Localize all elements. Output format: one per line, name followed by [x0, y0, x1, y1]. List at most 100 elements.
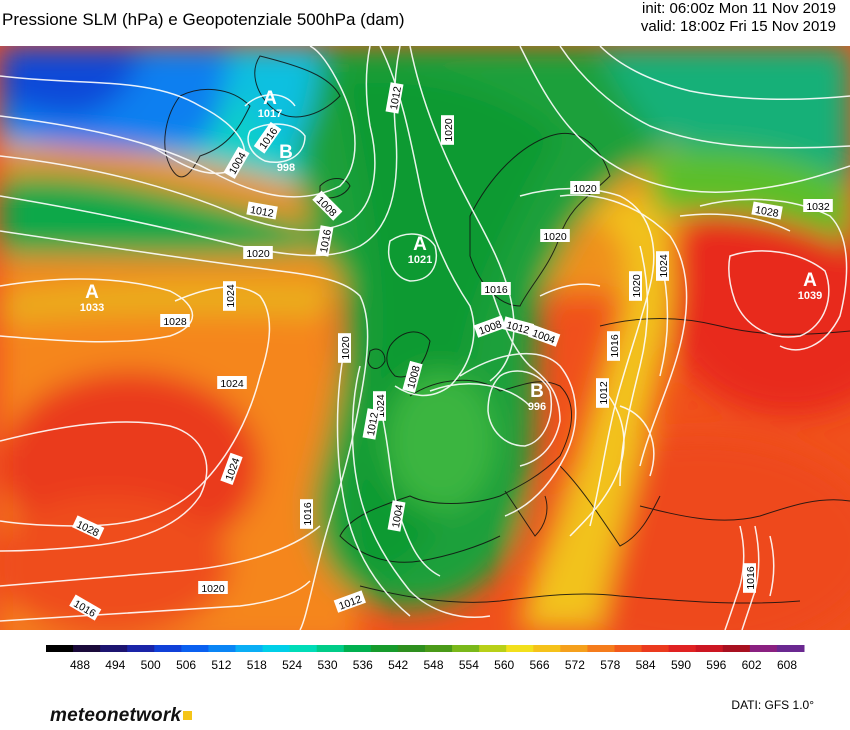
isobar-label-text: 1012	[365, 411, 381, 436]
isobar-label-box	[502, 316, 535, 337]
isobar-label: 1012	[502, 316, 535, 337]
isobar-label-box	[246, 201, 278, 220]
colorbar-label: 518	[247, 658, 267, 672]
isobar-label-box	[72, 515, 105, 540]
isobar-label-text: 1032	[806, 201, 830, 213]
isobar-label-text: 1012	[388, 85, 404, 110]
isobar-label-text: 1028	[754, 204, 779, 220]
isobar-label-box	[570, 181, 600, 194]
colorbar-label: 566	[529, 658, 549, 672]
colorbar-swatch	[614, 645, 643, 652]
colorbar-label: 506	[176, 658, 196, 672]
isobar-label-box	[312, 190, 343, 221]
colorbar-swatch	[452, 645, 480, 652]
isobar-label-box	[607, 331, 620, 361]
colorbar-label: 542	[388, 658, 408, 672]
colorbar-swatch	[343, 645, 372, 652]
colorbar-swatch	[46, 645, 74, 652]
colorbar: 488 494 500 506 512 518 524 530 536 542 548 554 560 5…	[46, 645, 805, 672]
colorbar-swatch	[73, 645, 101, 652]
isobar-label-box	[385, 82, 404, 114]
isobar-label: 1020	[198, 581, 228, 595]
isobar-label-box	[69, 594, 102, 621]
isobar-label: 1016	[607, 331, 621, 361]
isobar-label: 1020	[441, 115, 455, 145]
centre-value: 996	[528, 401, 546, 413]
isobar-label-box	[481, 282, 511, 295]
isobar-label: 1008	[402, 360, 423, 393]
isobar-label: 1012	[596, 378, 610, 408]
colorbar-swatch	[776, 645, 805, 652]
isobar-label-box	[743, 563, 756, 593]
colorbar-swatch	[479, 645, 507, 652]
colorbar-label: 512	[211, 658, 231, 672]
isobar-label-box	[528, 324, 561, 347]
isobar-label: 1020	[540, 229, 570, 243]
isobar-label-box	[473, 315, 506, 338]
centre-letter: A	[803, 270, 817, 291]
isobar-label: 1012	[246, 201, 278, 220]
isobar-label-text: 1020	[573, 183, 597, 195]
centre-value: 1033	[80, 302, 104, 314]
isobar-label: 1028	[751, 201, 783, 220]
isobar-label-box	[223, 146, 250, 179]
colorbar-swatch	[181, 645, 209, 652]
map-title: Pressione SLM (hPa) e Geopotenziale 500h…	[2, 10, 405, 29]
colorbar-swatch	[397, 645, 426, 652]
colorbar-label: 548	[423, 658, 443, 672]
isobar-label-box	[223, 281, 236, 311]
isobar-label-text: 1016	[318, 228, 334, 253]
isobar-label-box	[402, 360, 423, 393]
colorbar-swatch	[208, 645, 236, 652]
isobar-label-text: 1008	[405, 364, 423, 390]
meteonetwork-logo: meteonetwork	[50, 705, 193, 727]
isobar-label-box	[441, 115, 454, 145]
colorbar-label: 524	[282, 658, 302, 672]
colorbar-label: 608	[777, 658, 797, 672]
isobar-label: 1024	[217, 376, 247, 390]
isobar-label-box	[540, 229, 570, 242]
isobar-label: 1016	[743, 563, 757, 593]
colorbar-swatch	[560, 645, 588, 652]
colorbar-label: 572	[565, 658, 585, 672]
colorbar-swatch	[506, 645, 534, 652]
isobar-label-box	[387, 500, 406, 532]
isobar-label-text: 1020	[246, 248, 270, 260]
isobar-label-text: 1020	[543, 231, 567, 243]
isobar-label: 1020	[629, 271, 643, 301]
isobar-label-box	[656, 251, 669, 281]
isobar-label-box	[300, 499, 313, 529]
isobar-label-box	[315, 225, 334, 257]
isobar-label-box	[160, 314, 190, 327]
colorbar-swatch	[668, 645, 697, 652]
isobar-label-box	[629, 271, 642, 301]
isobar-label: 1012	[362, 408, 381, 440]
isobar-label-text: 1024	[658, 254, 670, 278]
colorbar-label: 584	[636, 658, 656, 672]
isobar-label-text: 1024	[225, 284, 237, 308]
centre-letter: B	[279, 142, 293, 163]
isobar-label-text: 1016	[745, 566, 757, 590]
isobar-label-box	[362, 408, 381, 440]
colorbar-label: 560	[494, 658, 514, 672]
colorbar-swatch	[262, 645, 291, 652]
centre-value: 1039	[798, 290, 822, 302]
centre-value: 1021	[408, 254, 432, 266]
isobar-label-box	[596, 378, 609, 408]
isobar-label-text: 1012	[505, 319, 531, 337]
colorbar-swatch	[289, 645, 318, 652]
colorbar-swatch	[425, 645, 453, 652]
valid-time: valid: 18:00z Fri 15 Nov 2019	[640, 18, 836, 35]
isobar-label: 1016	[315, 225, 334, 257]
colorbar-label: 500	[141, 658, 161, 672]
colorbar-label: 602	[742, 658, 762, 672]
isobar-label: 1020	[570, 181, 600, 195]
colorbar-label: 536	[353, 658, 373, 672]
isobar-label-box	[333, 590, 366, 613]
colorbar-swatch	[100, 645, 128, 652]
centre-letter: A	[85, 282, 99, 303]
